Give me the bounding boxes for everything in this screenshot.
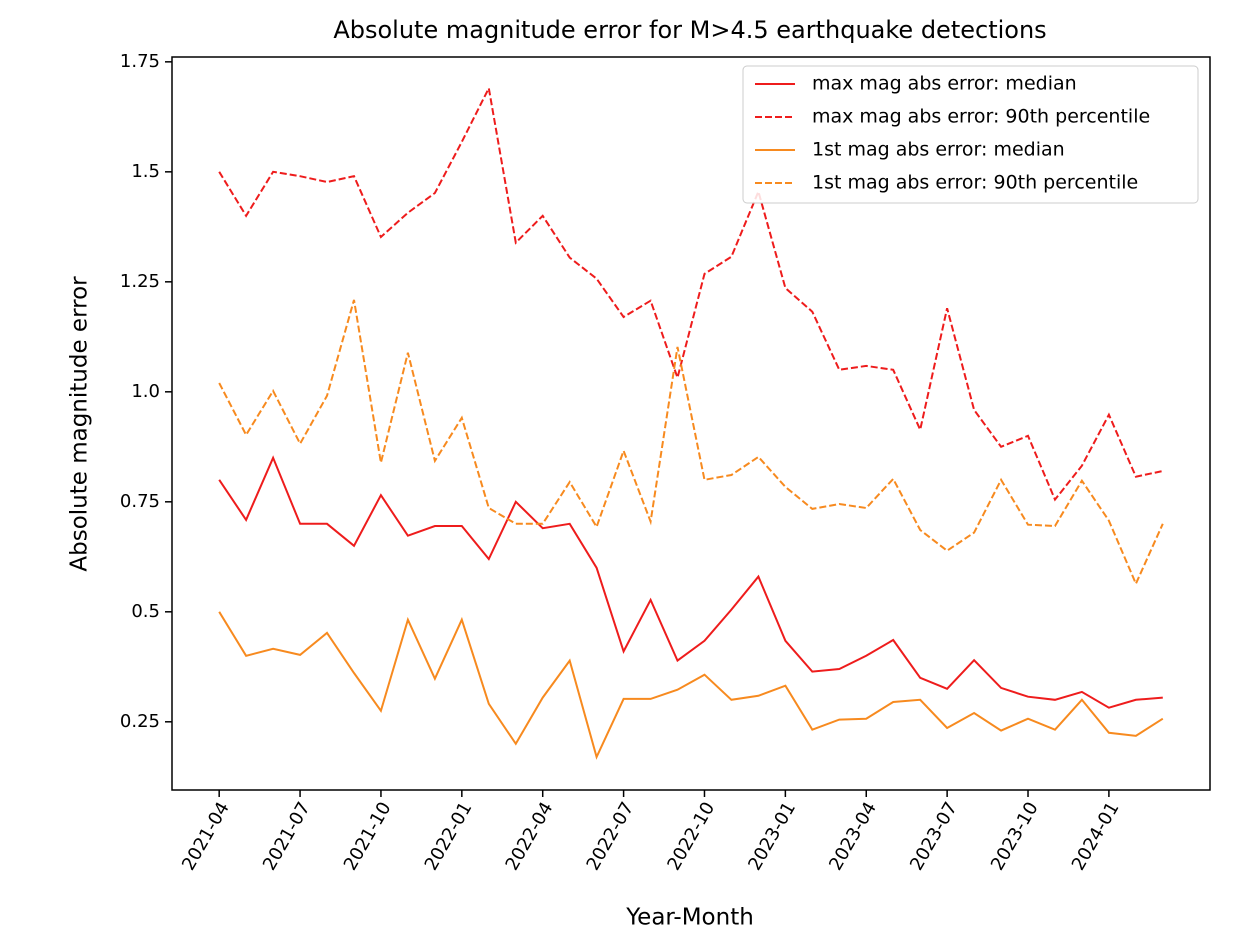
chart-title: Absolute magnitude error for M>4.5 earth… (333, 16, 1046, 44)
x-tick-label: 2023-07 (906, 799, 962, 875)
x-tick-label: 2024-01 (1068, 799, 1124, 875)
legend-label: max mag abs error: 90th percentile (812, 106, 1150, 128)
x-tick-label: 2022-04 (502, 799, 558, 875)
legend-label: 1st mag abs error: median (812, 139, 1065, 161)
x-tick-label: 2023-10 (987, 799, 1043, 875)
x-tick-label: 2022-07 (582, 799, 638, 875)
legend-label: 1st mag abs error: 90th percentile (812, 172, 1138, 194)
series-line (218, 85, 1164, 502)
y-tick-label: 0.25 (120, 711, 160, 732)
x-tick-label: 2021-04 (178, 799, 234, 875)
y-tick-label: 1.75 (120, 51, 160, 72)
x-tick-label: 2022-01 (421, 799, 477, 875)
series-line (218, 611, 1164, 760)
series-line (218, 299, 1164, 587)
x-tick-label: 2023-04 (825, 799, 881, 875)
y-tick-label: 0.75 (120, 491, 160, 512)
x-tick-label: 2021-07 (259, 799, 315, 875)
x-tick-label: 2022-10 (663, 799, 719, 875)
y-tick-label: 1.0 (131, 381, 160, 402)
y-tick-label: 1.5 (131, 161, 160, 182)
x-tick-label: 2021-10 (340, 799, 396, 875)
x-axis-label: Year-Month (625, 905, 754, 931)
y-tick-label: 1.25 (120, 271, 160, 292)
x-tick-label: 2023-01 (744, 799, 800, 875)
legend-label: max mag abs error: median (812, 73, 1077, 95)
series-line (218, 455, 1163, 709)
legend-box (742, 65, 1199, 204)
axes-frame (171, 56, 1211, 791)
y-axis-label: Absolute magnitude error (67, 276, 93, 572)
y-tick-label: 0.5 (131, 601, 160, 622)
